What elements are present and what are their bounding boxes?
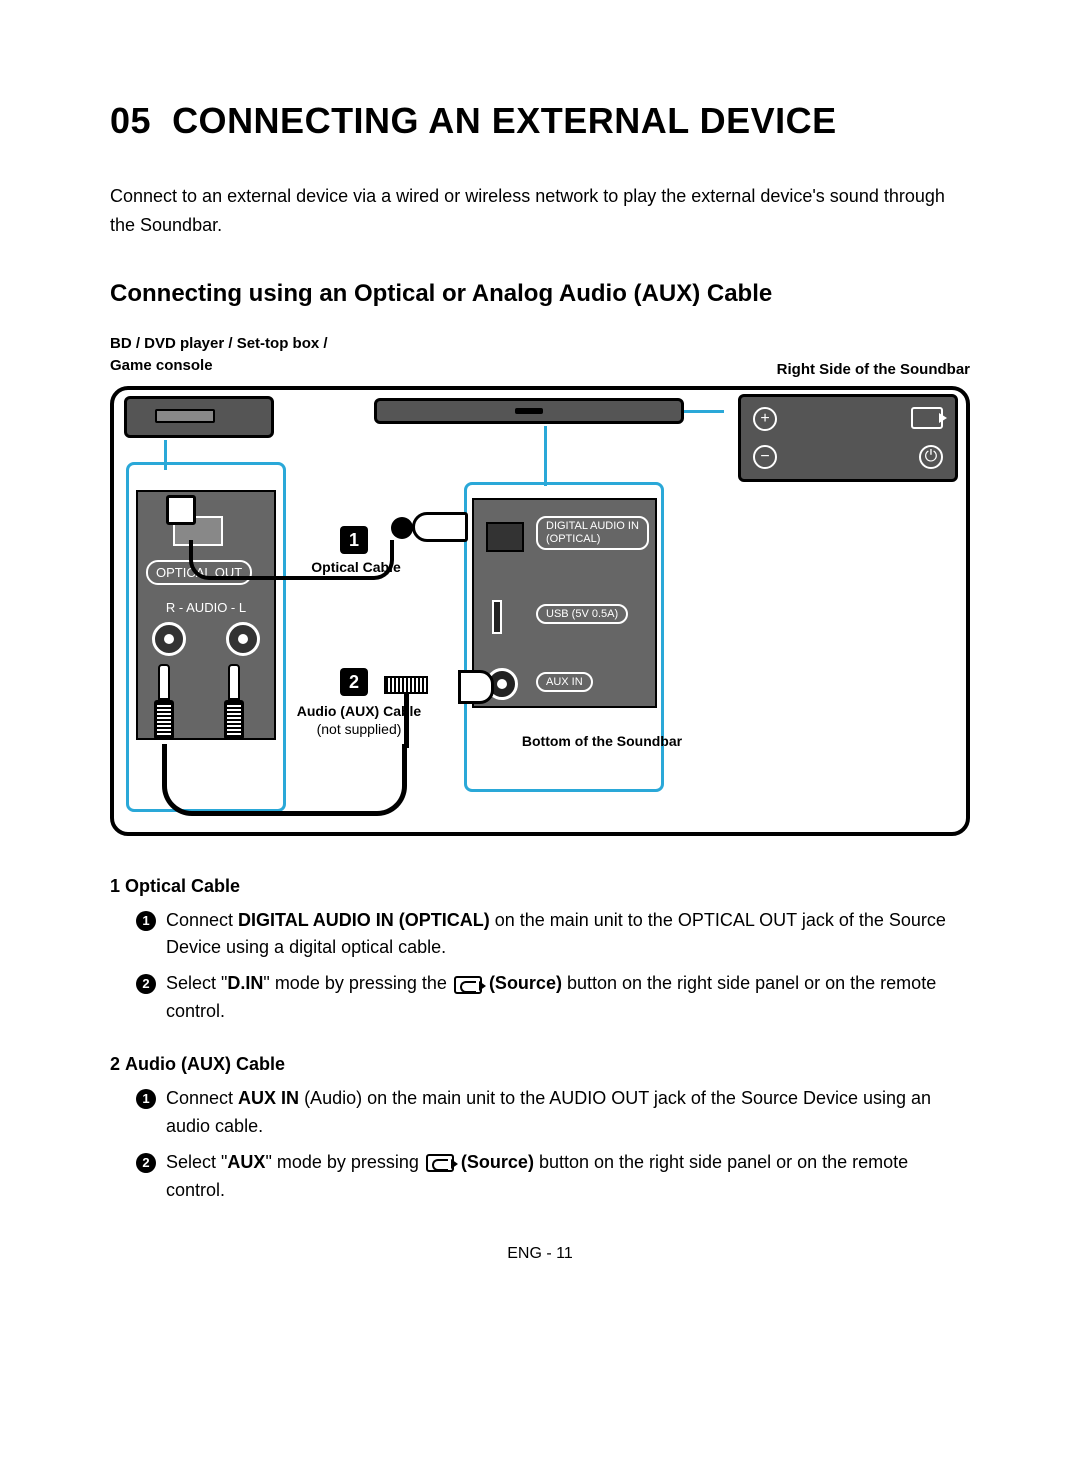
chapter-title: 05 CONNECTING AN EXTERNAL DEVICE [110, 100, 970, 142]
optical-cable-instructions: 1 Optical Cable 1 Connect DIGITAL AUDIO … [110, 876, 970, 1027]
optical-step-1: 1 Connect DIGITAL AUDIO IN (OPTICAL) on … [110, 907, 970, 963]
chapter-number: 05 [110, 100, 151, 141]
optical-step-2: 2 Select "D.IN" mode by pressing the (So… [110, 970, 970, 1026]
audio-rl-label: R - AUDIO - L [138, 600, 274, 615]
step-badge-2: 2 [136, 974, 156, 994]
volume-down-icon: − [753, 445, 777, 469]
power-icon: ⏻ [919, 445, 943, 469]
soundbar-side-label: Right Side of the Soundbar [777, 361, 970, 378]
diagram-badge-2: 2 [340, 668, 368, 696]
soundbar-side-panel: + − ⏻ [738, 394, 958, 482]
diagram-top-labels: BD / DVD player / Set-top box / Game con… [110, 333, 970, 378]
source-device-label-2: Game console [110, 357, 213, 374]
connection-diagram: + − ⏻ OPTICAL OUT R - AUDIO - L DIGITAL … [110, 386, 970, 836]
step-badge-1: 1 [136, 1089, 156, 1109]
step-badge-1: 1 [136, 911, 156, 931]
diagram-badge-1: 1 [340, 526, 368, 554]
volume-up-icon: + [753, 407, 777, 431]
source-device-label-1: BD / DVD player / Set-top box / [110, 335, 328, 352]
soundbar-icon [374, 398, 684, 424]
aux-in-label: AUX IN [536, 672, 593, 692]
optical-cable-heading: 1 Optical Cable [110, 876, 970, 897]
aux-jack-right-icon [384, 670, 464, 698]
chapter-title-text: CONNECTING AN EXTERNAL DEVICE [172, 100, 837, 141]
step-badge-2: 2 [136, 1153, 156, 1173]
source-icon [426, 1154, 454, 1172]
aux-cable-instructions: 2 Audio (AUX) Cable 1 Connect AUX IN (Au… [110, 1054, 970, 1205]
bottom-soundbar-text: Bottom of the Soundbar [502, 732, 702, 750]
aux-step-2: 2 Select "AUX" mode by pressing (Source)… [110, 1149, 970, 1205]
aux-cable-line [162, 744, 407, 816]
rca-left-icon [226, 622, 260, 656]
page-footer: ENG - 11 [110, 1245, 970, 1263]
digital-audio-in-port-icon [486, 522, 524, 552]
optical-connector-right-icon [412, 512, 468, 542]
aux-cable-text: Audio (AUX) Cable (not supplied) [294, 702, 424, 738]
intro-text: Connect to an external device via a wire… [110, 182, 970, 240]
source-button-icon [911, 407, 943, 429]
rca-right-icon [152, 622, 186, 656]
dvd-player-icon [124, 396, 274, 438]
section-title: Connecting using an Optical or Analog Au… [110, 280, 970, 308]
optical-cable-text: Optical Cable [306, 558, 406, 576]
usb-port-icon [492, 600, 502, 634]
source-icon [454, 976, 482, 994]
soundbar-back-panel: DIGITAL AUDIO IN (OPTICAL) USB (5V 0.5A)… [472, 498, 657, 708]
usb-label: USB (5V 0.5A) [536, 604, 628, 624]
optical-connector-left-icon [166, 495, 196, 525]
aux-step-1: 1 Connect AUX IN (Audio) on the main uni… [110, 1085, 970, 1141]
digital-audio-in-label: DIGITAL AUDIO IN (OPTICAL) [536, 516, 649, 550]
aux-cable-heading: 2 Audio (AUX) Cable [110, 1054, 970, 1075]
